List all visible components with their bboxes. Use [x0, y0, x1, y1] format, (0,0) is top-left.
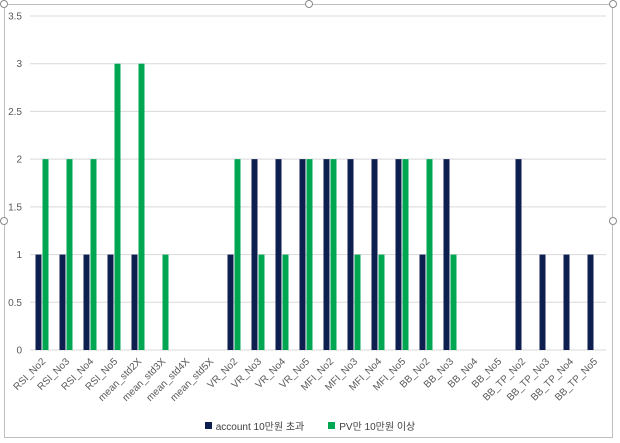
y-tick-label-2: 1 — [16, 250, 22, 261]
y-tick-label-5: 2.5 — [8, 107, 22, 118]
bar-series-2-mean_std3X — [162, 254, 169, 350]
bar-series-2-RSI_No5 — [114, 63, 121, 350]
bar-series-1-RSI_No5 — [107, 254, 114, 350]
bar-series-1-MFI_No5 — [395, 159, 402, 350]
bar-series-1-VR_No4 — [275, 159, 282, 350]
bar-series-1-RSI_No3 — [59, 254, 66, 350]
bar-series-2-RSI_No2 — [42, 159, 49, 350]
bar-series-2-MFI_No3 — [354, 254, 361, 350]
bar-series-1-VR_No5 — [299, 159, 306, 350]
bar-series-2-VR_No5 — [306, 159, 313, 350]
bar-series-2-MFI_No4 — [378, 254, 385, 350]
bar-series-1-MFI_No3 — [347, 159, 354, 350]
bar-series-2-VR_No2 — [234, 159, 241, 350]
bar-series-1-BB_TP_No2 — [515, 159, 522, 350]
bar-series-1-MFI_No2 — [323, 159, 330, 350]
bar-series-1-RSI_No2 — [35, 254, 42, 350]
bar-series-1-BB_No3 — [443, 159, 450, 350]
bar-series-1-BB_No2 — [419, 254, 426, 350]
bar-series-2-BB_No3 — [450, 254, 457, 350]
bar-series-1-RSI_No4 — [83, 254, 90, 350]
legend-swatch-series-2 — [328, 422, 336, 429]
bar-series-2-VR_No3 — [258, 254, 265, 350]
y-tick-label-7: 3.5 — [8, 12, 22, 23]
bar-series-1-mean_std2X — [131, 254, 138, 350]
bar-series-2-BB_No2 — [426, 159, 433, 350]
legend-swatch-series-1 — [204, 422, 212, 429]
bar-series-2-MFI_No5 — [402, 159, 409, 350]
resize-handle-top-center[interactable] — [305, 0, 313, 8]
y-tick-label-0: 0 — [16, 346, 22, 357]
bar-series-2-MFI_No2 — [330, 159, 337, 350]
bar-series-1-MFI_No4 — [371, 159, 378, 350]
bar-series-1-VR_No2 — [227, 254, 234, 350]
y-tick-label-1: 0.5 — [8, 298, 22, 309]
bar-series-1-BB_TP_No5 — [587, 254, 594, 350]
legend-item-series-2: PV만 10만원 이상 — [328, 418, 415, 433]
bar-series-1-VR_No3 — [251, 159, 258, 350]
y-tick-label-6: 3 — [16, 59, 22, 70]
y-tick-label-3: 1.5 — [8, 202, 22, 213]
resize-handle-top-right[interactable] — [609, 0, 617, 8]
bar-chart: 00.511.522.533.5RSI_No2RSI_No3RSI_No4RSI… — [8, 12, 606, 404]
resize-handle-middle-right[interactable] — [609, 217, 617, 225]
bar-series-2-mean_std2X — [138, 63, 145, 350]
bar-series-1-BB_TP_No4 — [563, 254, 570, 350]
y-tick-label-4: 2 — [16, 155, 22, 166]
legend-item-series-1: account 10만원 초과 — [204, 418, 305, 433]
bar-series-2-VR_No4 — [282, 254, 289, 350]
bar-series-1-BB_TP_No3 — [539, 254, 546, 350]
legend-label-series-2: PV만 10만원 이상 — [339, 422, 416, 433]
legend-label-series-1: account 10만원 초과 — [215, 422, 305, 433]
chart-legend: account 10만원 초과 PV만 10만원 이상 — [0, 418, 620, 433]
bar-series-2-RSI_No4 — [90, 159, 97, 350]
resize-handle-middle-left[interactable] — [0, 217, 8, 225]
resize-handle-top-left[interactable] — [0, 0, 8, 8]
bar-series-2-RSI_No3 — [66, 159, 73, 350]
